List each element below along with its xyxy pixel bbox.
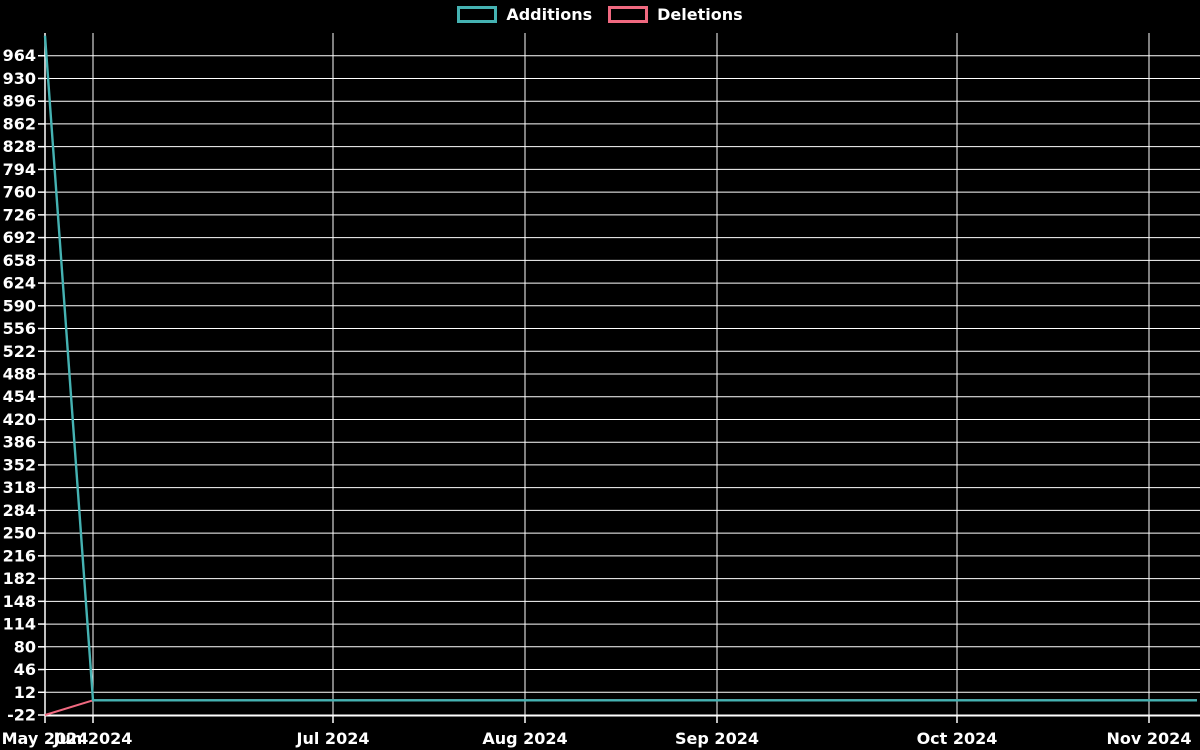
y-tick-label: 488	[3, 365, 36, 384]
additions-line	[43, 35, 1197, 702]
chart-legend: Additions Deletions	[0, 6, 1200, 23]
legend-label-deletions: Deletions	[657, 4, 743, 24]
x-tick-label: Sep 2024	[675, 729, 759, 748]
y-tick-label: 556	[3, 319, 36, 338]
y-tick-label: 862	[3, 114, 36, 133]
y-tick-label: 284	[3, 501, 36, 520]
x-tick-label: May 2024	[2, 729, 89, 748]
y-tick-label: 896	[3, 92, 36, 111]
x-tick-label: Nov 2024	[1107, 729, 1192, 748]
y-tick-label: 964	[3, 46, 36, 65]
y-tick-label: 522	[3, 342, 36, 361]
deletions-swatch-icon	[608, 6, 649, 23]
y-tick-label: 624	[3, 274, 36, 293]
y-tick-label: 352	[3, 455, 36, 474]
additions-swatch-icon	[457, 6, 498, 23]
y-tick-label: 658	[3, 251, 36, 270]
deletions-line	[44, 699, 1197, 716]
y-tick-label: 250	[3, 524, 36, 543]
y-tick-label: 930	[3, 69, 36, 88]
y-tick-label: 182	[3, 569, 36, 588]
y-tick-label: 80	[14, 637, 36, 656]
y-tick-label: 794	[3, 160, 36, 179]
x-tick-label: Aug 2024	[482, 729, 567, 748]
y-tick-label: 318	[3, 478, 36, 497]
y-tick-label: 760	[3, 183, 36, 202]
y-tick-label: 148	[3, 592, 36, 611]
x-tick-label: Jul 2024	[296, 729, 370, 748]
y-tick-label: 420	[3, 410, 36, 429]
x-tick-label: Oct 2024	[917, 729, 998, 748]
y-tick-label: 828	[3, 137, 36, 156]
legend-item-deletions[interactable]: Deletions	[608, 6, 743, 23]
y-tick-label: 590	[3, 296, 36, 315]
y-tick-label: 46	[14, 660, 36, 679]
y-tick-label: 114	[3, 615, 36, 634]
y-tick-label: 216	[3, 546, 36, 565]
x-tick-label: Jun 2024	[53, 729, 133, 748]
y-tick-label: 692	[3, 228, 36, 247]
y-tick-label: 726	[3, 205, 36, 224]
y-tick-label: 386	[3, 433, 36, 452]
y-tick-label: -22	[7, 706, 36, 725]
legend-item-additions[interactable]: Additions	[457, 6, 592, 23]
legend-label-additions: Additions	[506, 4, 593, 24]
y-tick-label: 454	[3, 387, 36, 406]
y-tick-label: 12	[14, 683, 36, 702]
